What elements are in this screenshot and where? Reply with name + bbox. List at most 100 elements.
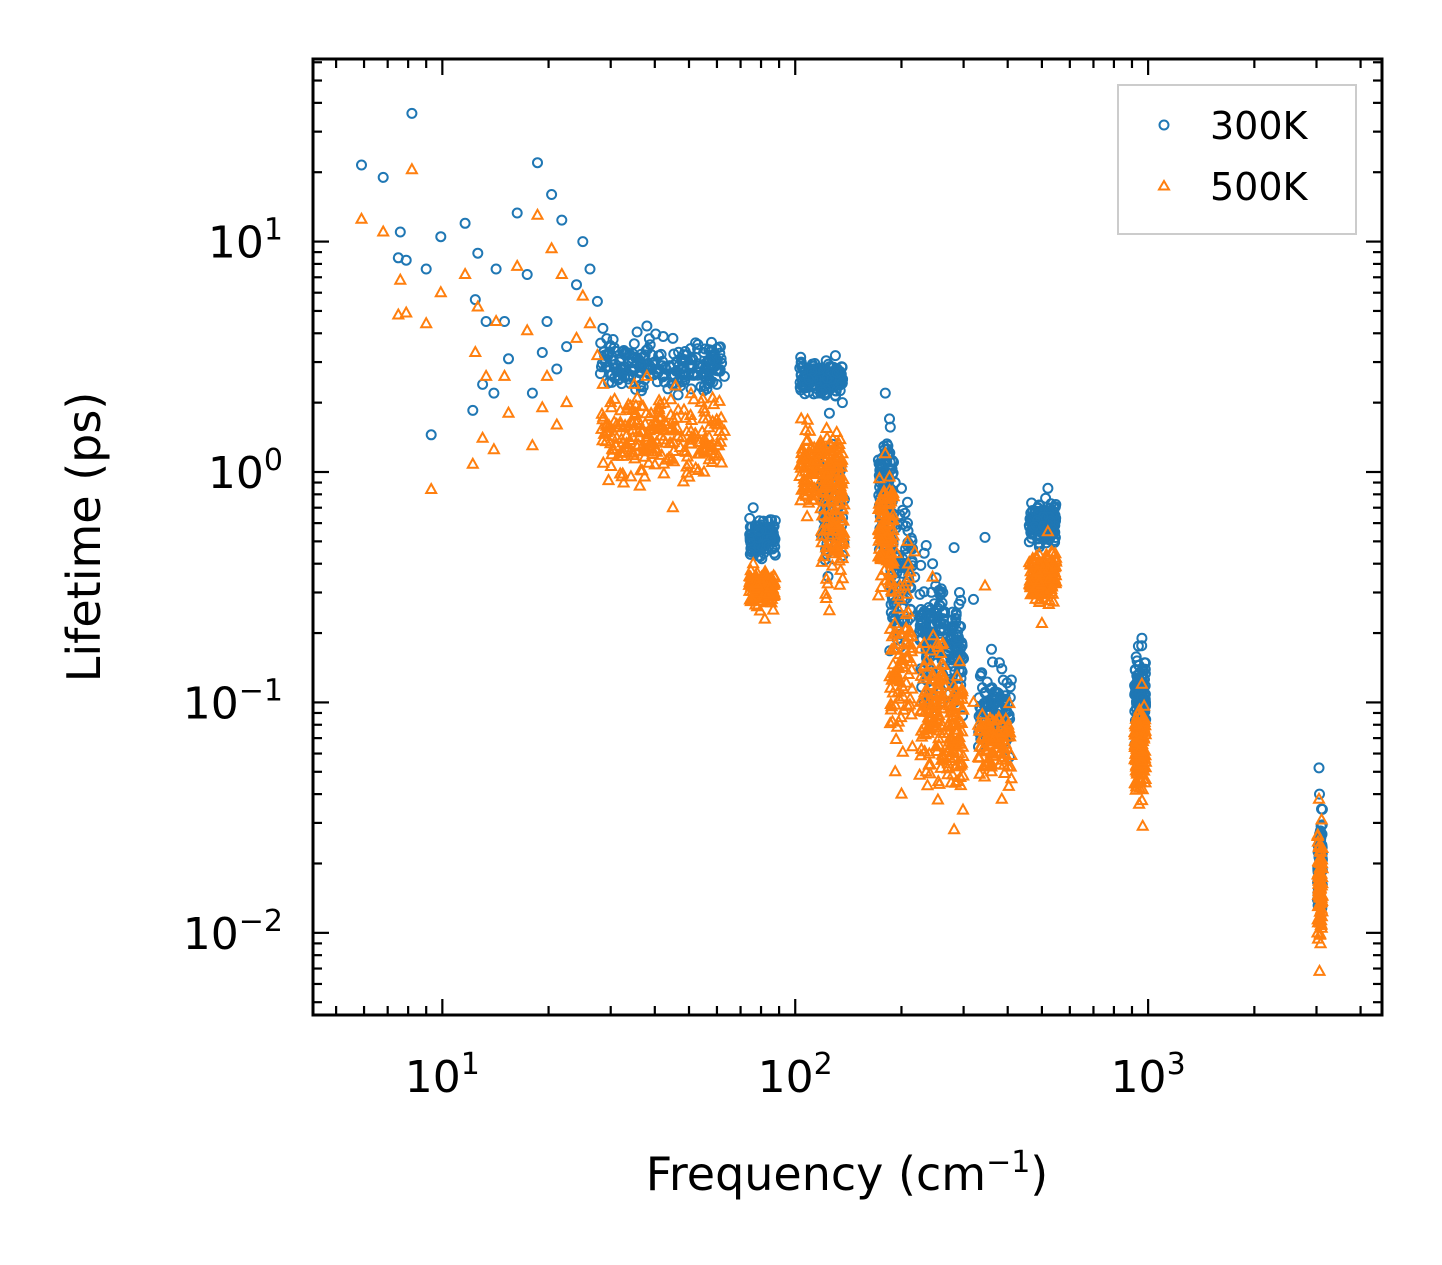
- data-point-500k: [393, 272, 407, 285]
- data-point-300k: [979, 531, 991, 543]
- data-point-500k: [657, 456, 671, 469]
- data-point-500k: [896, 689, 910, 702]
- data-point-300k: [480, 316, 492, 327]
- y-axis-label: Lifetime (ps): [57, 392, 111, 683]
- data-point-500k: [1135, 753, 1149, 766]
- data-point-500k: [666, 500, 680, 513]
- data-point-500k: [1024, 557, 1039, 570]
- data-point-300k: [699, 380, 710, 392]
- data-point-500k: [896, 744, 910, 757]
- data-point-500k: [678, 410, 693, 423]
- data-point-300k: [986, 682, 998, 694]
- data-point-500k: [636, 399, 650, 412]
- data-point-300k: [406, 107, 418, 119]
- data-point-500k: [807, 440, 821, 453]
- data-point-500k: [803, 460, 818, 473]
- data-point-500k: [624, 469, 638, 482]
- data-point-500k: [1313, 904, 1327, 917]
- data-point-500k: [926, 668, 941, 681]
- data-point-500k: [877, 484, 891, 497]
- x-tick-label: 103: [1111, 1047, 1186, 1103]
- data-point-500k: [919, 683, 933, 696]
- data-point-300k: [1139, 657, 1151, 669]
- data-point-500k: [800, 412, 815, 425]
- data-point-300k: [394, 226, 406, 238]
- data-point-300k: [835, 368, 847, 380]
- data-point-300k: [918, 547, 930, 559]
- data-point-500k: [832, 436, 846, 449]
- data-point-500k: [874, 523, 888, 536]
- data-point-300k: [616, 352, 628, 364]
- data-point-500k: [877, 562, 892, 575]
- y-tick-label: 101: [208, 213, 283, 269]
- data-point-300k: [821, 372, 833, 384]
- data-point-500k: [655, 447, 669, 460]
- data-point-500k: [894, 710, 908, 723]
- data-point-500k: [941, 756, 955, 769]
- data-point-500k: [930, 743, 944, 756]
- data-point-500k: [871, 588, 886, 601]
- data-point-500k: [1042, 596, 1056, 609]
- data-point-500k: [702, 420, 716, 433]
- legend-label-500k: 500K: [1210, 165, 1309, 209]
- data-point-500k: [1313, 843, 1327, 856]
- data-point-500k: [821, 439, 835, 452]
- data-point-500k: [1129, 759, 1143, 772]
- data-point-500k: [675, 430, 689, 443]
- data-point-300k: [561, 341, 573, 353]
- data-point-300k: [641, 320, 653, 332]
- data-point-300k: [926, 586, 938, 598]
- data-point-500k: [705, 454, 719, 467]
- data-point-500k: [825, 558, 840, 571]
- data-point-500k: [1312, 911, 1327, 924]
- data-point-300k: [747, 502, 759, 514]
- data-point-500k: [883, 716, 897, 729]
- data-point-500k: [1048, 552, 1063, 565]
- data-point-500k: [956, 802, 970, 815]
- data-point-500k: [921, 725, 935, 738]
- data-point-500k: [810, 453, 824, 466]
- data-point-500k: [891, 671, 905, 684]
- data-point-500k: [1133, 708, 1147, 721]
- data-point-300k: [584, 263, 596, 275]
- data-point-500k: [927, 703, 941, 716]
- data-point-500k: [697, 401, 711, 414]
- data-point-500k: [986, 713, 1000, 726]
- data-point-500k: [951, 697, 966, 710]
- data-point-500k: [892, 691, 907, 704]
- data-point-500k: [903, 564, 917, 577]
- data-point-500k: [652, 402, 666, 415]
- data-point-300k: [930, 572, 942, 584]
- data-point-500k: [550, 417, 564, 430]
- data-point-500k: [891, 588, 905, 601]
- data-point-300k: [902, 540, 914, 552]
- data-point-500k: [831, 497, 846, 510]
- data-point-500k: [667, 443, 681, 456]
- data-point-500k: [676, 474, 691, 487]
- data-point-500k: [832, 553, 846, 566]
- data-point-300k: [899, 507, 911, 519]
- data-point-500k: [926, 628, 940, 641]
- x-tick-label: 101: [405, 1047, 480, 1103]
- data-point-300k: [752, 532, 764, 544]
- data-point-500k: [1001, 759, 1015, 772]
- data-point-500k: [916, 671, 931, 684]
- data-point-500k: [966, 694, 981, 707]
- data-point-500k: [826, 431, 840, 444]
- data-point-500k: [936, 657, 951, 670]
- data-point-500k: [886, 685, 900, 698]
- data-point-500k: [1032, 574, 1047, 587]
- data-point-500k: [874, 568, 888, 581]
- data-point-500k: [898, 622, 913, 635]
- data-point-500k: [633, 478, 647, 491]
- data-point-500k: [520, 323, 534, 336]
- data-point-500k: [468, 344, 482, 357]
- data-point-500k: [834, 513, 848, 526]
- data-point-500k: [497, 368, 512, 381]
- data-point-500k: [1022, 576, 1037, 589]
- data-point-500k: [820, 514, 834, 527]
- data-point-500k: [487, 442, 501, 455]
- data-point-300k: [976, 667, 988, 679]
- data-point-300k: [704, 346, 716, 358]
- data-point-500k: [1313, 855, 1327, 868]
